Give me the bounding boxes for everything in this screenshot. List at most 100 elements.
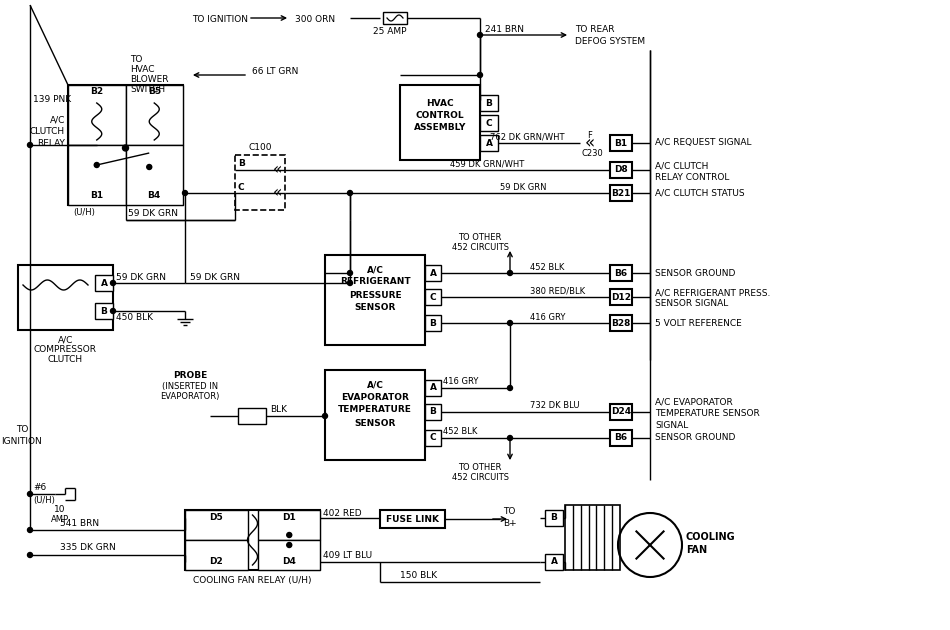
Text: COOLING: COOLING	[686, 532, 735, 542]
Bar	[545, 510, 563, 526]
Text: TEMPERATURE: TEMPERATURE	[338, 406, 412, 415]
Text: 59 DK GRN: 59 DK GRN	[190, 273, 240, 282]
Text: A/C: A/C	[49, 115, 65, 125]
Text: B: B	[429, 319, 436, 328]
Circle shape	[28, 142, 32, 147]
Text: TO OTHER: TO OTHER	[458, 234, 502, 243]
Text: 732 DK BLU: 732 DK BLU	[530, 401, 580, 411]
Text: C100: C100	[248, 144, 272, 152]
Text: C: C	[485, 118, 492, 127]
Bar	[565, 505, 620, 570]
Text: A: A	[101, 278, 107, 287]
Text: 300 ORN: 300 ORN	[295, 16, 335, 25]
Bar	[18, 265, 113, 330]
Bar	[610, 289, 632, 305]
Text: F: F	[587, 130, 592, 139]
Text: D2: D2	[209, 558, 222, 566]
Text: TEMPERATURE SENSOR: TEMPERATURE SENSOR	[655, 410, 760, 418]
Text: REFRIGERANT: REFRIGERANT	[340, 277, 410, 287]
Text: BLOWER: BLOWER	[130, 76, 168, 84]
Text: 5 VOLT REFERENCE: 5 VOLT REFERENCE	[655, 319, 742, 328]
Text: ASSEMBLY: ASSEMBLY	[414, 122, 466, 132]
Text: #6: #6	[33, 483, 47, 493]
Circle shape	[507, 435, 512, 440]
Text: TO OTHER: TO OTHER	[458, 464, 502, 472]
Text: FAN: FAN	[686, 545, 707, 555]
Text: RELAY: RELAY	[37, 139, 65, 149]
Text: A: A	[485, 139, 492, 147]
Circle shape	[348, 190, 352, 195]
Bar	[68, 85, 183, 205]
Bar	[257, 540, 320, 570]
Text: D8: D8	[614, 166, 628, 175]
Bar	[400, 85, 480, 160]
Bar	[610, 315, 632, 331]
Text: TO: TO	[503, 508, 515, 517]
Text: (U/H): (U/H)	[73, 209, 95, 217]
Text: D1: D1	[282, 513, 296, 522]
Text: CLUTCH: CLUTCH	[48, 355, 83, 365]
Text: 59 DK GRN: 59 DK GRN	[128, 209, 179, 217]
Text: 416 GRY: 416 GRY	[530, 312, 565, 321]
Bar	[610, 162, 632, 178]
Text: D5: D5	[209, 513, 222, 522]
Text: 452 BLK: 452 BLK	[443, 428, 477, 437]
Circle shape	[322, 413, 328, 418]
Bar	[95, 303, 113, 319]
Text: TO IGNITION: TO IGNITION	[192, 16, 248, 25]
Circle shape	[507, 386, 512, 391]
Bar	[480, 135, 498, 151]
Bar	[380, 510, 445, 528]
Circle shape	[507, 270, 512, 275]
Text: SENSOR: SENSOR	[354, 418, 396, 428]
Circle shape	[287, 532, 292, 537]
Circle shape	[28, 491, 32, 496]
Text: B: B	[101, 307, 107, 316]
Text: B5: B5	[147, 88, 161, 96]
Text: 59 DK GRN: 59 DK GRN	[116, 273, 166, 282]
Bar	[610, 404, 632, 420]
Text: TO: TO	[16, 425, 28, 435]
Text: B: B	[551, 513, 558, 522]
Bar	[325, 370, 425, 460]
Text: PROBE: PROBE	[173, 370, 207, 379]
Text: TO REAR: TO REAR	[575, 25, 615, 35]
Bar	[185, 510, 320, 570]
Text: B: B	[485, 98, 492, 108]
Text: FUSE LINK: FUSE LINK	[386, 515, 439, 524]
Text: D12: D12	[611, 292, 631, 302]
Bar	[383, 12, 407, 24]
Text: B: B	[238, 159, 245, 168]
Text: 450 BLK: 450 BLK	[116, 314, 153, 323]
Text: D4: D4	[282, 558, 296, 566]
Text: «: «	[585, 134, 595, 152]
Text: 409 LT BLU: 409 LT BLU	[323, 551, 372, 561]
Text: 452 BLK: 452 BLK	[530, 263, 564, 272]
Text: A/C CLUTCH: A/C CLUTCH	[655, 161, 709, 171]
Bar	[185, 540, 248, 570]
Text: 241 BRN: 241 BRN	[485, 25, 524, 35]
Bar	[125, 85, 183, 145]
Circle shape	[110, 309, 116, 314]
Circle shape	[123, 145, 128, 151]
Text: 416 GRY: 416 GRY	[443, 377, 479, 386]
Bar	[610, 430, 632, 446]
Text: C: C	[429, 292, 436, 302]
Text: B: B	[429, 408, 436, 416]
Circle shape	[348, 270, 352, 275]
Circle shape	[146, 164, 152, 169]
Bar	[425, 265, 441, 281]
Text: A/C EVAPORATOR: A/C EVAPORATOR	[655, 398, 732, 406]
Text: COMPRESSOR: COMPRESSOR	[34, 345, 97, 355]
Bar	[257, 510, 320, 540]
Text: SENSOR SIGNAL: SENSOR SIGNAL	[655, 299, 729, 309]
Bar	[235, 155, 285, 210]
Text: 452 CIRCUITS: 452 CIRCUITS	[451, 244, 508, 253]
Text: B2: B2	[90, 88, 104, 96]
Circle shape	[28, 553, 32, 558]
Bar	[68, 85, 125, 145]
Text: A: A	[429, 268, 436, 277]
Circle shape	[287, 542, 292, 547]
Text: C230: C230	[582, 149, 604, 158]
Text: 150 BLK: 150 BLK	[400, 571, 437, 580]
